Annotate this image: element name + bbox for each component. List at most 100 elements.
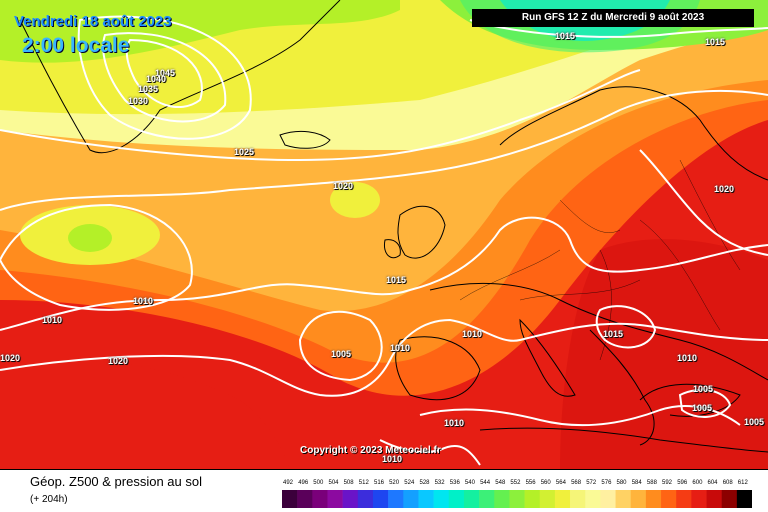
legend-swatch	[676, 490, 692, 508]
legend-swatch	[721, 490, 738, 508]
isobar-label: 1035	[138, 84, 159, 94]
legend-label: 508	[343, 480, 354, 486]
legend-swatch	[418, 490, 434, 508]
legend-swatch	[463, 490, 480, 508]
legend-swatch	[479, 490, 495, 508]
legend-swatch	[539, 490, 556, 508]
legend-swatch	[448, 490, 465, 508]
field-red-atlantic	[0, 356, 290, 470]
borders	[459, 159, 741, 361]
legend-swatch	[645, 490, 662, 508]
legend-label: 536	[449, 480, 460, 486]
isobar-label: 1020	[108, 356, 129, 366]
run-info: Run GFS 12 Z du Mercredi 9 août 2023	[472, 9, 754, 27]
isobar-label: 1025	[234, 147, 255, 157]
isobar-label: 1015	[603, 329, 624, 339]
forecast-date: Vendredi 18 août 2023	[14, 13, 172, 30]
legend-label: 608	[722, 480, 733, 486]
legend-label: 500	[313, 480, 324, 486]
legend-swatch	[585, 490, 601, 508]
legend-label: 552	[510, 480, 521, 486]
isobar-label: 1005	[692, 403, 713, 413]
isobar-label: 1010	[444, 418, 465, 428]
legend-swatch	[297, 490, 313, 508]
legend-label: 520	[389, 480, 400, 486]
legend-label: 580	[616, 480, 627, 486]
legend-label: 560	[540, 480, 551, 486]
legend-label: 612	[737, 480, 748, 486]
legend-label: 568	[571, 480, 582, 486]
isobar-label: 1040	[146, 74, 167, 84]
isobars	[0, 15, 768, 466]
isobar-label: 1010	[390, 343, 411, 353]
isobar-label: 1020	[333, 181, 354, 191]
legend-label: 600	[692, 480, 703, 486]
legend-swatch	[403, 490, 419, 508]
isobar-label: 1015	[705, 37, 726, 47]
legend-swatch	[509, 490, 525, 508]
legend-swatch	[615, 490, 632, 508]
legend-label: 588	[646, 480, 657, 486]
isobar-label: 1015	[555, 31, 576, 41]
legend-swatch	[327, 490, 343, 508]
legend-swatch	[357, 490, 374, 508]
legend-label: 556	[525, 480, 536, 486]
legend-swatch	[736, 490, 752, 508]
legend-label: 548	[495, 480, 506, 486]
isobar-label: 1005	[331, 349, 352, 359]
legend-swatch	[661, 490, 677, 508]
legend-swatch	[433, 490, 450, 508]
legend-swatch	[691, 490, 707, 508]
legend-label: 532	[434, 480, 445, 486]
isobar-label: 1045	[155, 68, 176, 78]
forecast-local-time: 2:00 locale	[22, 34, 130, 57]
field-deep-red-east	[560, 239, 768, 470]
z500-pressure-map	[0, 0, 768, 470]
isobar-label: 1020	[0, 353, 21, 363]
field-green-blob-west	[68, 224, 112, 252]
legend-label: 540	[464, 480, 475, 486]
isobar-label: 1015	[386, 275, 407, 285]
isobar-label: 1010	[677, 353, 698, 363]
copyright: Copyright © 2023 Meteociel.fr	[300, 445, 441, 456]
isobar-label: 1005	[693, 384, 714, 394]
isobar-label: 1010	[42, 315, 63, 325]
legend-label: 584	[631, 480, 642, 486]
legend-swatch	[554, 490, 571, 508]
legend-swatch	[570, 490, 586, 508]
legend-label: 564	[555, 480, 566, 486]
legend-swatch	[600, 490, 616, 508]
isobar-label: 1030	[128, 96, 149, 106]
isobar-label: 1010	[133, 296, 154, 306]
legend-label: 516	[374, 480, 385, 486]
legend-label: 528	[419, 480, 430, 486]
legend-swatch	[494, 490, 510, 508]
field-yellow-blob-mid	[330, 182, 380, 218]
legend-label: 604	[707, 480, 718, 486]
forecast-step: (+ 204h)	[30, 494, 68, 505]
legend-label: 512	[358, 480, 369, 486]
legend-swatch	[282, 490, 298, 508]
legend-swatch	[388, 490, 404, 508]
legend-swatch	[342, 490, 359, 508]
legend-swatch	[524, 490, 541, 508]
legend-label: 572	[586, 480, 597, 486]
legend-label: 592	[662, 480, 673, 486]
isobar-label: 1020	[714, 184, 735, 194]
isobar-label: 1010	[382, 454, 403, 464]
legend-label: 496	[298, 480, 309, 486]
legend-swatch	[312, 490, 328, 508]
legend-swatch	[706, 490, 722, 508]
legend-label: 504	[328, 480, 339, 486]
legend-label: 524	[404, 480, 415, 486]
legend-swatch	[630, 490, 647, 508]
isobar-label: 1010	[462, 329, 483, 339]
legend-swatch	[372, 490, 389, 508]
legend-label: 492	[283, 480, 294, 486]
legend-label: 576	[601, 480, 612, 486]
legend-label: 544	[480, 480, 491, 486]
color-legend	[282, 490, 752, 508]
isobar-label: 1005	[744, 417, 765, 427]
legend-label: 596	[677, 480, 688, 486]
